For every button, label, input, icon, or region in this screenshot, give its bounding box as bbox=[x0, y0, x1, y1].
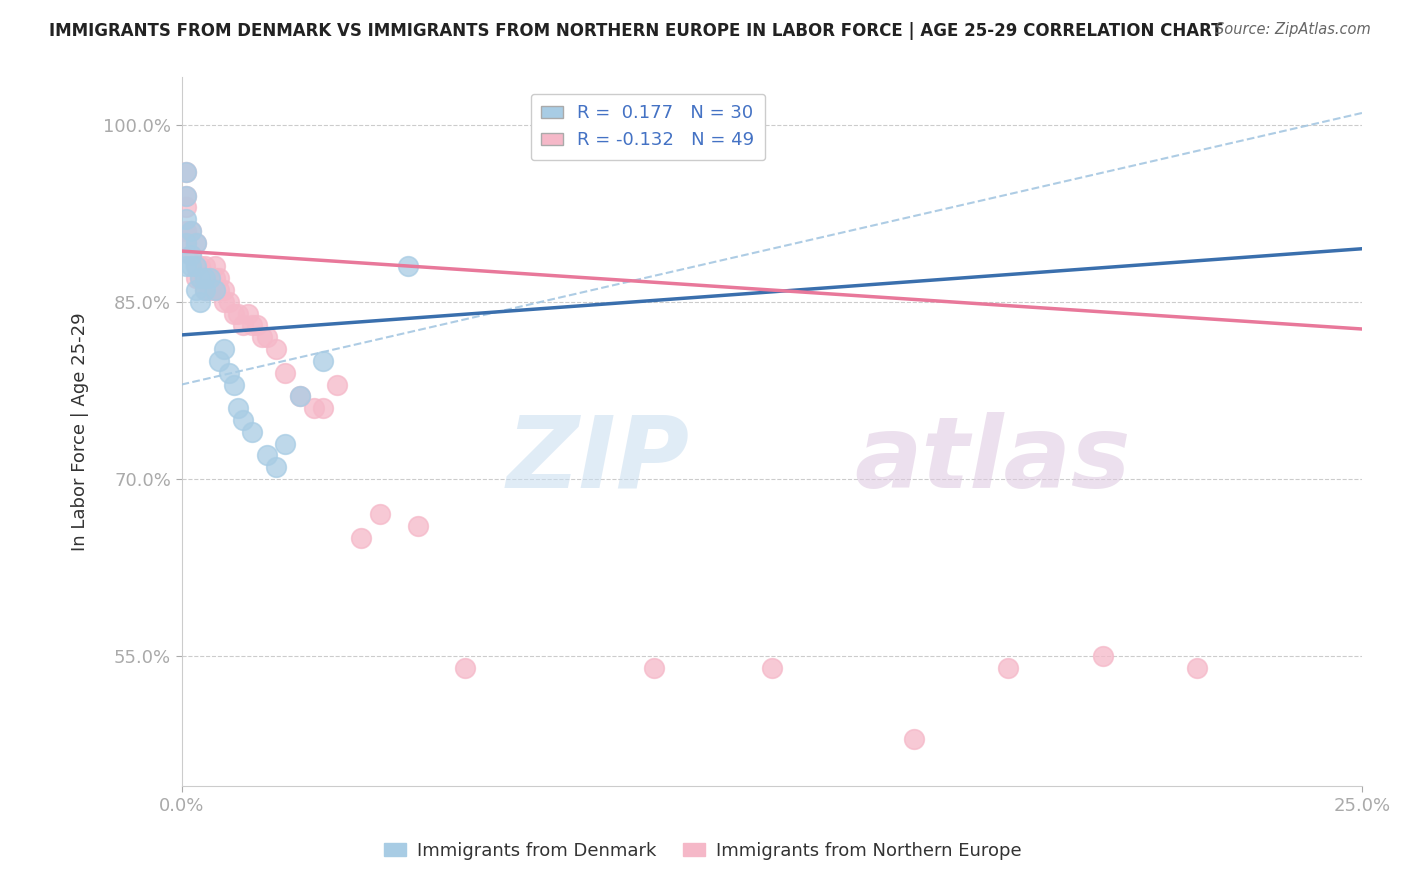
Point bbox=[256, 449, 278, 463]
Point bbox=[204, 283, 226, 297]
Point bbox=[190, 294, 212, 309]
Point bbox=[174, 165, 197, 179]
Point bbox=[1091, 649, 1114, 664]
Text: ZIP: ZIP bbox=[506, 411, 689, 508]
Point bbox=[208, 271, 231, 285]
Text: Source: ZipAtlas.com: Source: ZipAtlas.com bbox=[1215, 22, 1371, 37]
Point bbox=[174, 235, 197, 250]
Point bbox=[204, 271, 226, 285]
Point bbox=[184, 235, 207, 250]
Point bbox=[208, 354, 231, 368]
Point bbox=[174, 200, 197, 214]
Point bbox=[643, 661, 665, 675]
Point bbox=[174, 188, 197, 202]
Point bbox=[174, 224, 197, 238]
Point bbox=[997, 661, 1019, 675]
Point bbox=[212, 283, 235, 297]
Point bbox=[264, 460, 287, 475]
Point bbox=[174, 212, 197, 227]
Y-axis label: In Labor Force | Age 25-29: In Labor Force | Age 25-29 bbox=[72, 312, 89, 551]
Point bbox=[208, 283, 231, 297]
Point bbox=[256, 330, 278, 344]
Point bbox=[312, 401, 335, 416]
Point bbox=[180, 247, 202, 261]
Point bbox=[242, 425, 264, 439]
Point bbox=[226, 401, 249, 416]
Point bbox=[180, 224, 202, 238]
Point bbox=[288, 389, 311, 403]
Point bbox=[242, 318, 264, 333]
Point bbox=[236, 307, 259, 321]
Point bbox=[274, 436, 297, 450]
Point bbox=[1185, 661, 1208, 675]
Point bbox=[184, 283, 207, 297]
Point bbox=[226, 307, 249, 321]
Point bbox=[212, 342, 235, 356]
Point bbox=[194, 283, 217, 297]
Point bbox=[232, 318, 254, 333]
Point bbox=[232, 413, 254, 427]
Legend: R =  0.177   N = 30, R = -0.132   N = 49: R = 0.177 N = 30, R = -0.132 N = 49 bbox=[530, 94, 765, 161]
Point bbox=[184, 260, 207, 274]
Point bbox=[180, 260, 202, 274]
Point bbox=[396, 260, 419, 274]
Point bbox=[174, 260, 197, 274]
Point bbox=[190, 260, 212, 274]
Point bbox=[212, 294, 235, 309]
Point bbox=[274, 366, 297, 380]
Point bbox=[174, 235, 197, 250]
Point bbox=[190, 271, 212, 285]
Point bbox=[180, 224, 202, 238]
Point bbox=[180, 247, 202, 261]
Legend: Immigrants from Denmark, Immigrants from Northern Europe: Immigrants from Denmark, Immigrants from… bbox=[377, 835, 1029, 867]
Point bbox=[204, 283, 226, 297]
Point bbox=[406, 519, 429, 533]
Point bbox=[222, 307, 245, 321]
Point bbox=[246, 318, 269, 333]
Point bbox=[190, 271, 212, 285]
Point bbox=[903, 731, 925, 746]
Point bbox=[194, 260, 217, 274]
Point bbox=[194, 271, 217, 285]
Point bbox=[184, 260, 207, 274]
Point bbox=[174, 188, 197, 202]
Point bbox=[288, 389, 311, 403]
Point bbox=[198, 283, 221, 297]
Point bbox=[198, 271, 221, 285]
Point bbox=[368, 508, 391, 522]
Point bbox=[222, 377, 245, 392]
Point bbox=[312, 354, 335, 368]
Point bbox=[454, 661, 477, 675]
Point bbox=[194, 283, 217, 297]
Point bbox=[264, 342, 287, 356]
Point bbox=[194, 271, 217, 285]
Point bbox=[204, 260, 226, 274]
Text: IMMIGRANTS FROM DENMARK VS IMMIGRANTS FROM NORTHERN EUROPE IN LABOR FORCE | AGE : IMMIGRANTS FROM DENMARK VS IMMIGRANTS FR… bbox=[49, 22, 1223, 40]
Point bbox=[184, 235, 207, 250]
Text: atlas: atlas bbox=[855, 411, 1132, 508]
Point bbox=[174, 165, 197, 179]
Point bbox=[302, 401, 325, 416]
Point bbox=[250, 330, 273, 344]
Point bbox=[218, 294, 240, 309]
Point bbox=[218, 366, 240, 380]
Point bbox=[184, 271, 207, 285]
Point bbox=[326, 377, 349, 392]
Point bbox=[198, 271, 221, 285]
Point bbox=[350, 531, 373, 545]
Point bbox=[761, 661, 783, 675]
